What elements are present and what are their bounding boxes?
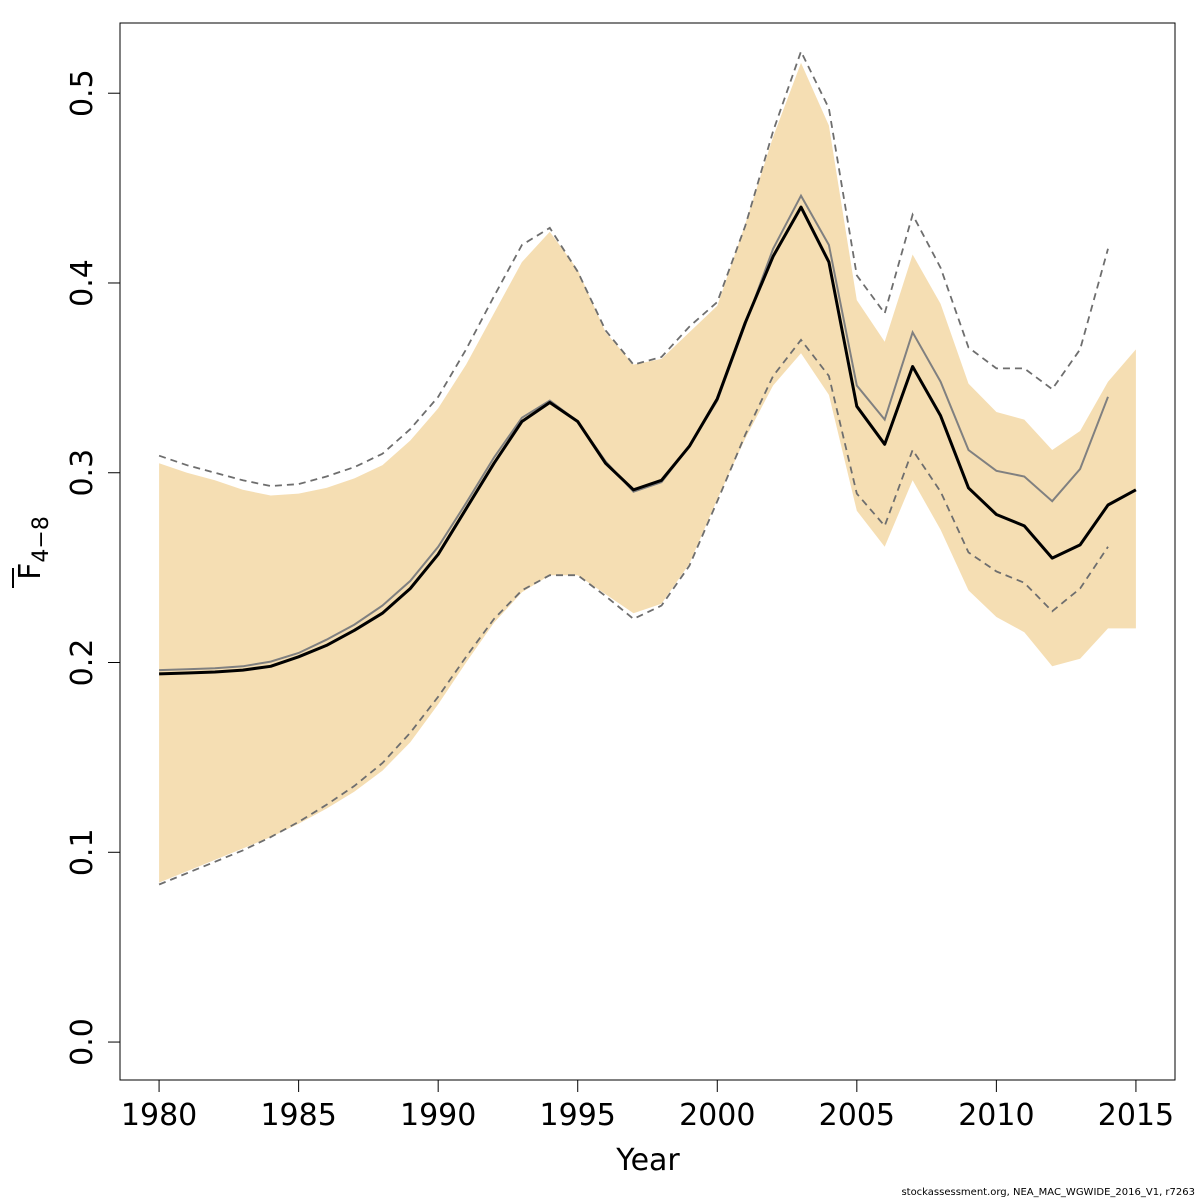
y-axis-title-sub: 4−8 (29, 516, 54, 562)
estimate-line (159, 205, 1137, 676)
y-tick-label: 0.0 (65, 1018, 100, 1066)
x-tick-label: 1990 (400, 1098, 476, 1133)
y-tick-label: 0.4 (65, 259, 100, 307)
previous-estimate-polyline (159, 193, 1109, 672)
x-tick-label: 1995 (540, 1098, 616, 1133)
y-tick-label: 0.2 (65, 639, 100, 687)
x-tick-label: 2010 (958, 1098, 1034, 1133)
x-axis-title: Year (615, 1143, 680, 1178)
previous-lower-ci-line (158, 338, 1109, 886)
footer-text: stockassessment.org, NEA_MAC_WGWIDE_2016… (901, 1187, 1195, 1198)
x-tick-label: 1980 (121, 1098, 197, 1133)
y-tick-label: 0.3 (65, 449, 100, 497)
y-axis-title-main: F (13, 563, 48, 580)
y-tick-label: 0.5 (65, 69, 100, 117)
svg-text:F4−8: F4−8 (13, 516, 54, 580)
confidence-band (159, 62, 1136, 883)
x-tick-label: 2000 (679, 1098, 755, 1133)
estimate-polyline (159, 205, 1137, 676)
y-tick-label: 0.1 (65, 828, 100, 876)
previous-upper-ci-line (158, 49, 1109, 487)
confidence-band-area (159, 62, 1136, 883)
x-tick-label: 2015 (1098, 1098, 1174, 1133)
x-tick-label: 2005 (819, 1098, 895, 1133)
previous-confidence-lines (158, 49, 1109, 886)
y-axis: 0.0 0.1 0.2 0.3 0.4 0.5 (65, 69, 121, 1066)
x-tick-label: 1985 (260, 1098, 336, 1133)
x-axis: 1980 1985 1990 1995 2000 2005 2010 2015 (121, 1079, 1174, 1133)
previous-estimate-line (159, 193, 1109, 672)
y-axis-title: F4−8 (12, 516, 54, 588)
